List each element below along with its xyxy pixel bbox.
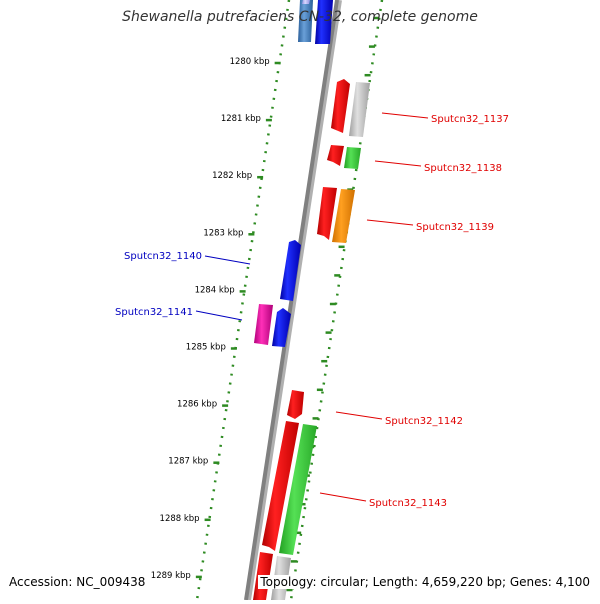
gene-arrow-1137-gray[interactable] xyxy=(349,82,370,137)
gene-leader-line xyxy=(335,411,383,420)
gene-arrow-lavender-top[interactable] xyxy=(302,0,310,4)
gene-arrow-1141-magenta[interactable] xyxy=(254,304,273,345)
tick-label: 1283 kbp xyxy=(203,228,243,238)
tick-label: 1286 kbp xyxy=(177,400,217,410)
gene-leader-line xyxy=(319,492,367,502)
gene-arrow-1138-red[interactable] xyxy=(327,145,344,166)
gene-features xyxy=(253,0,370,600)
gene-labels: Sputcn32_1137 Sputcn32_1138 Sputcn32_1139 S… xyxy=(115,112,509,509)
gene-arrow-1138-green[interactable] xyxy=(344,147,361,169)
genome-title: Shewanella putrefaciens CN-32, complete … xyxy=(122,9,478,25)
tick-label: 1282 kbp xyxy=(212,171,252,181)
gene-leader-line xyxy=(366,219,414,226)
gene-leader-line xyxy=(381,112,429,119)
gene-label[interactable]: Sputcn32_1143 xyxy=(369,498,447,509)
genome-summary-text: Topology: circular; Length: 4,659,220 bp… xyxy=(258,575,592,589)
tick-label: 1280 kbp xyxy=(230,57,270,67)
gene-arrow-steel[interactable] xyxy=(298,0,313,42)
scale-line-inner xyxy=(195,0,291,601)
tick-labels: 1280 kbp 1281 kbp 1282 kbp 1283 kbp 1284 kbp… xyxy=(151,57,270,581)
gene-leader-line xyxy=(204,255,251,265)
tick-label: 1285 kbp xyxy=(186,343,226,353)
inner-tick-dashes xyxy=(195,61,281,579)
gene-arrow-1142-red[interactable] xyxy=(287,390,304,419)
gene-arrow-1143-green[interactable] xyxy=(279,424,317,555)
gene-arrow-1140-blue[interactable] xyxy=(280,240,301,301)
tick-label: 1284 kbp xyxy=(195,285,235,295)
gene-arrow-1143-red[interactable] xyxy=(262,421,299,551)
gene-arrow-blue-top[interactable] xyxy=(315,0,333,44)
tick-label: 1287 kbp xyxy=(168,457,208,467)
gene-arrow-1139-red[interactable] xyxy=(317,187,337,240)
tick-label: 1288 kbp xyxy=(160,514,200,524)
scale-line-outer xyxy=(289,0,384,601)
gene-leader-line xyxy=(195,310,243,321)
gene-label[interactable]: Sputcn32_1139 xyxy=(416,222,494,233)
accession-text: Accession: NC_009438 xyxy=(7,575,148,589)
gene-arrow-1139-orange[interactable] xyxy=(332,189,355,243)
tick-label: 1289 kbp xyxy=(151,571,191,581)
gene-label[interactable]: Sputcn32_1142 xyxy=(385,416,463,427)
gene-label[interactable]: Sputcn32_1140 xyxy=(124,251,202,262)
gene-arrow-1141-blue[interactable] xyxy=(272,308,291,347)
gene-label[interactable]: Sputcn32_1137 xyxy=(431,114,509,125)
tick-label: 1281 kbp xyxy=(221,114,261,124)
gene-arrow-1137-red[interactable] xyxy=(331,79,350,133)
gene-leader-line xyxy=(374,160,422,167)
gene-label[interactable]: Sputcn32_1138 xyxy=(424,163,502,174)
gene-label[interactable]: Sputcn32_1141 xyxy=(115,307,193,318)
